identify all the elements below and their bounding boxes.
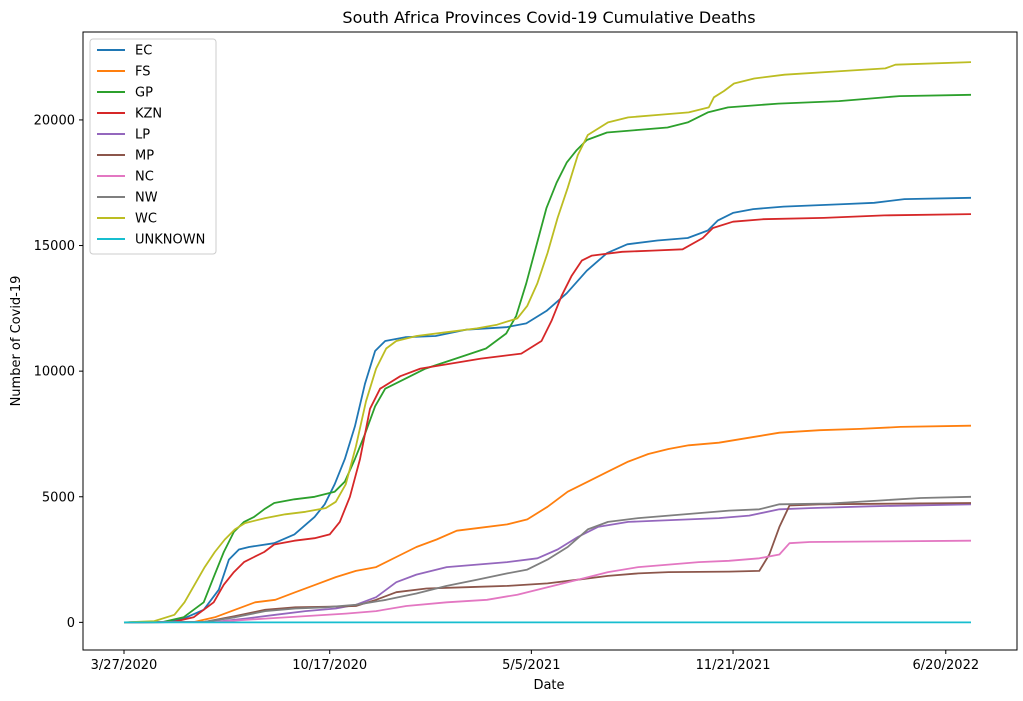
chart-title: South Africa Provinces Covid-19 Cumulati…: [342, 8, 755, 27]
series-line-lp: [123, 503, 972, 624]
legend-label-unknown: UNKNOWN: [135, 233, 205, 248]
y-axis-label: Number of Covid-19: [9, 276, 24, 407]
legend-label-nw: NW: [135, 191, 158, 206]
x-tick-label: 11/21/2021: [696, 658, 771, 673]
y-tick-label: 5000: [42, 490, 75, 505]
legend-label-wc: WC: [135, 212, 157, 227]
y-tick-label: 0: [67, 616, 75, 631]
series-line-gp: [123, 93, 972, 624]
legend-label-lp: LP: [135, 128, 150, 143]
y-axis: 0 5000 10000 15000 20000: [34, 113, 83, 631]
series-line-wc: [123, 61, 972, 624]
legend-label-kzn: KZN: [135, 107, 162, 122]
legend-label-fs: FS: [135, 65, 151, 80]
x-axis-label: Date: [533, 678, 564, 693]
legend-label-ec: EC: [135, 44, 152, 59]
series-line-kzn: [123, 213, 972, 624]
legend-label-mp: MP: [135, 149, 154, 164]
legend: EC FS GP KZN LP MP NC NW WC UNKNOWN: [89, 38, 217, 255]
series-layer: [123, 61, 972, 624]
legend-label-gp: GP: [135, 86, 153, 101]
x-tick-label: 6/20/2022: [912, 658, 979, 673]
series-line-nc: [123, 539, 972, 624]
y-tick-label: 15000: [34, 239, 75, 254]
series-line-nw: [123, 495, 972, 624]
y-tick-label: 20000: [34, 113, 75, 128]
x-tick-label: 10/17/2020: [292, 658, 367, 673]
series-line-ec: [123, 196, 972, 624]
series-line-fs: [123, 424, 972, 624]
x-tick-label: 5/5/2021: [502, 658, 560, 673]
x-axis: 3/27/2020 10/17/2020 5/5/2021 11/21/2021 6/2…: [91, 650, 979, 673]
series-line-mp: [123, 502, 972, 624]
plot-frame: [82, 31, 1018, 651]
x-tick-label: 3/27/2020: [91, 658, 158, 673]
y-tick-label: 10000: [34, 365, 75, 380]
legend-label-nc: NC: [135, 170, 154, 185]
